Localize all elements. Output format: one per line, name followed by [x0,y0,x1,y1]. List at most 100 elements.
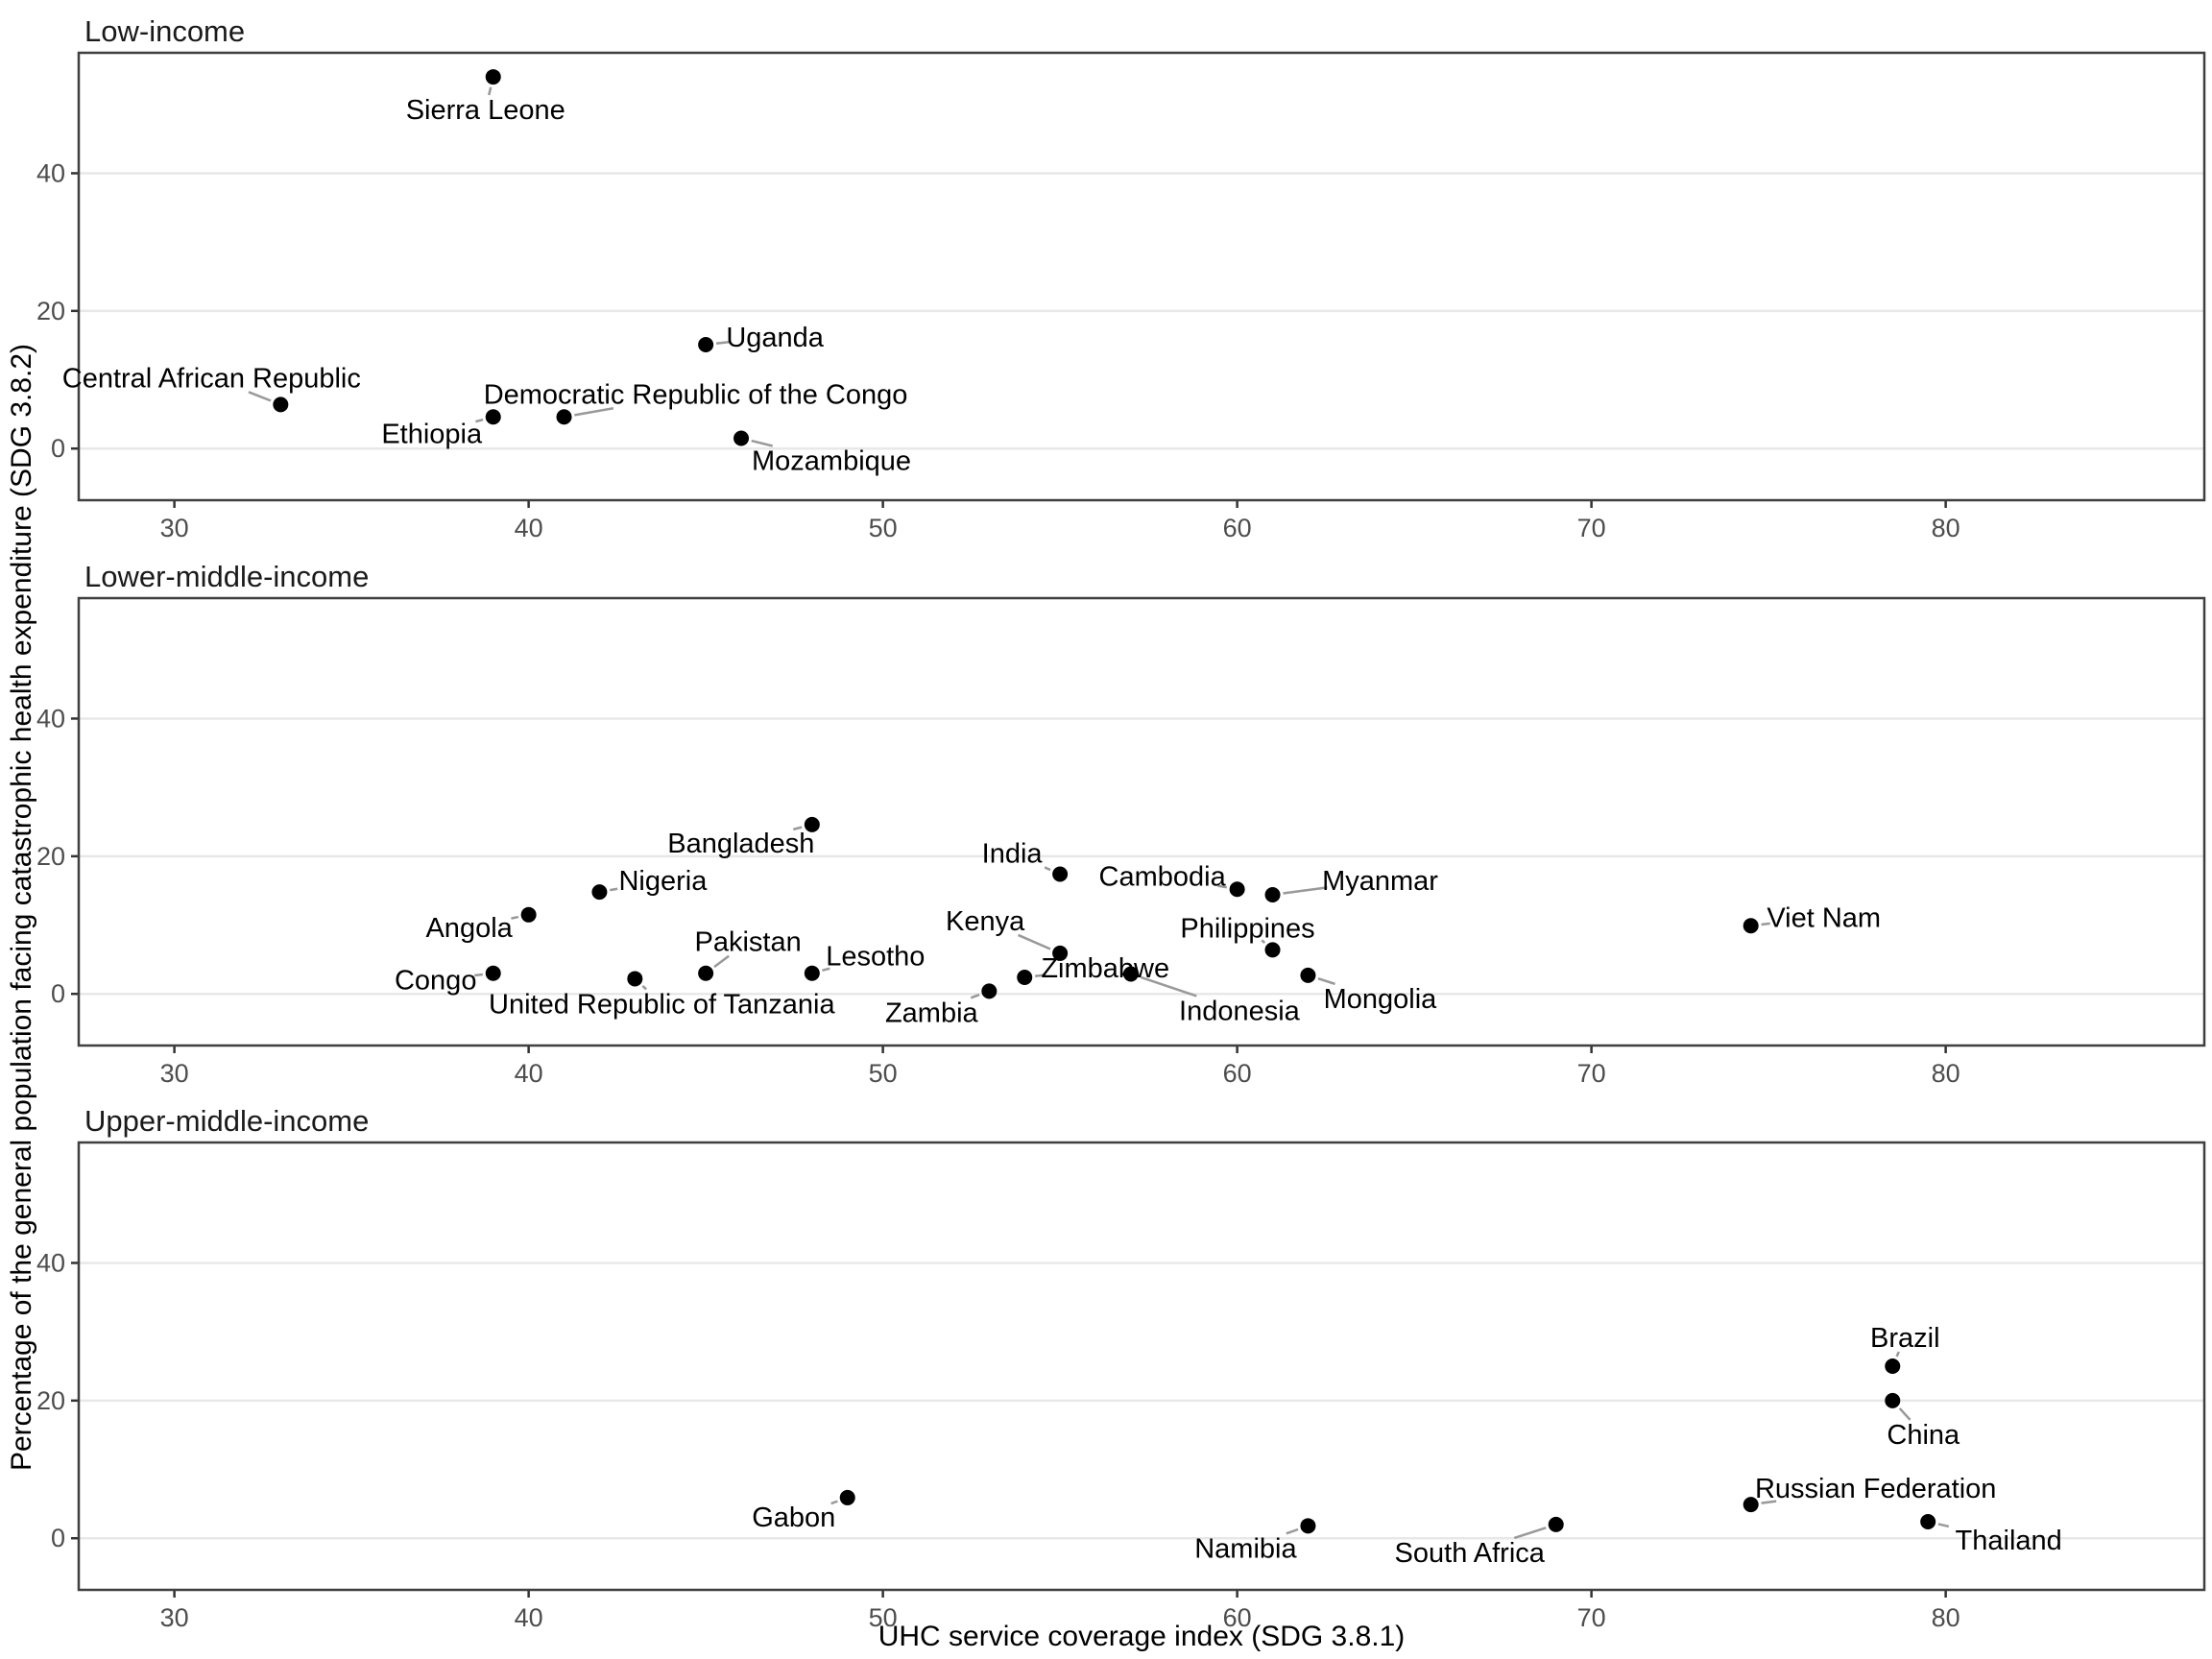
facet-panels: 0 20 40 30 40 50 60 70 80 Sierra Leone Uganda Centr… [36,51,2206,1632]
label-leader-line [610,887,618,892]
label-leader-line [475,418,484,423]
x-tick-label: 30 [160,514,189,542]
data-point-china [1885,1392,1901,1408]
label-leader-line [474,973,483,977]
data-point-kenya [1052,945,1069,961]
data-point-thailand [1920,1514,1936,1530]
data-point-lesotho [804,965,820,981]
x-tick-label: 50 [869,514,898,542]
label-leader-line [751,439,774,447]
x-tick-label: 70 [1577,514,1606,542]
data-point-zambia [981,983,998,999]
label-leader-line [1035,974,1046,977]
x-tick-label: 30 [160,1603,189,1632]
label-leader-line [715,341,730,346]
x-tick-label: 70 [1577,1059,1606,1088]
x-tick-label: 40 [515,1603,543,1632]
y-tick-label: 0 [51,979,65,1008]
data-point-zimbabwe [1017,970,1033,986]
country-label: United Republic of Tanzania [489,989,835,1020]
country-label: Lesotho [826,942,925,973]
data-point-pakistan [698,965,714,981]
data-point-gabon [839,1489,855,1505]
y-tick-label: 40 [36,1248,65,1277]
x-axis-title: UHC service coverage index (SDG 3.8.1) [878,1621,1406,1652]
data-point-nigeria [591,884,608,901]
label-leader-line [1283,886,1328,895]
facet-panel: 0 20 40 30 40 50 60 70 80 Sierra Leone Uganda Centr… [36,51,2206,542]
y-tick-label: 20 [36,1386,65,1415]
country-label: Gabon [752,1503,835,1533]
data-point-india [1052,866,1069,882]
x-tick-label: 50 [869,1603,898,1632]
y-tick-label: 0 [51,1524,65,1552]
label-leader-line [830,1500,838,1505]
data-point-angola [520,906,537,923]
country-label: Democratic Republic of the Congo [484,379,908,410]
data-point-mozambique [733,430,750,446]
label-leader-line [574,407,614,417]
country-label: Central African Republic [62,363,361,394]
country-label: Angola [425,913,513,944]
data-point-central-african-republic [273,397,289,413]
y-tick-label: 20 [36,297,65,325]
label-leader-line [1895,1351,1900,1358]
country-label: Ethiopia [381,419,483,449]
data-point-united-republic-of-tanzania [627,971,643,987]
label-leader-line [1898,1407,1911,1421]
label-leader-line [1937,1523,1950,1528]
data-point-uganda [698,336,714,352]
label-leader-line [713,954,730,969]
x-tick-label: 80 [1932,514,1960,542]
x-tick-label: 50 [869,1059,898,1088]
panel-border [77,596,2206,1047]
country-label: Philippines [1180,913,1314,944]
country-label: Brazil [1870,1323,1940,1354]
label-leader-line [1761,922,1770,926]
label-leader-line [792,826,803,831]
country-label: Cambodia [1099,861,1227,892]
country-label: Viet Nam [1767,902,1881,933]
country-label: Mongolia [1324,984,1438,1015]
x-tick-label: 40 [515,1059,543,1088]
country-label: Congo [395,966,476,997]
data-point-mongolia [1300,967,1316,983]
x-tick-label: 80 [1932,1059,1960,1088]
data-point-indonesia [1122,966,1139,982]
facet-panel: 0 20 40 30 40 50 60 70 80 Bangladesh Nigeria Angola… [36,596,2206,1088]
x-tick-label: 30 [160,1059,189,1088]
facet-title-upper-middle-income: Upper-middle-income [84,1104,369,1138]
label-leader-line [970,993,980,999]
label-leader-line [1044,866,1051,872]
country-label: India [982,838,1044,869]
country-label: Russian Federation [1755,1474,1996,1504]
x-tick-label: 70 [1577,1603,1606,1632]
label-leader-line [1261,939,1266,944]
country-label: Nigeria [618,866,708,897]
country-label: Uganda [726,323,824,353]
x-tick-label: 60 [1223,1059,1252,1088]
y-tick-label: 40 [36,158,65,187]
label-leader-line [822,967,830,973]
y-tick-label: 20 [36,842,65,871]
x-tick-label: 60 [1223,514,1252,542]
x-tick-label: 60 [1223,1603,1252,1632]
country-label: Indonesia [1179,996,1301,1026]
panel-border [77,51,2206,502]
data-point-bangladesh [804,816,820,832]
label-leader-line [1513,1527,1547,1540]
country-label: South Africa [1395,1538,1546,1569]
country-label: Pakistan [695,927,802,958]
country-label: Namibia [1194,1533,1297,1564]
label-leader-line [1217,884,1228,889]
data-point-sierra-leone [485,69,501,85]
x-tick-label: 40 [515,514,543,542]
facet-title-lower-middle-income: Lower-middle-income [84,560,369,593]
data-point-democratic-republic-of-the-congo [556,409,572,425]
label-leader-line [1286,1527,1299,1535]
panel-border [77,1141,2206,1592]
country-label: Bangladesh [667,829,814,859]
data-point-russian-federation [1743,1497,1759,1513]
facet-panel: 0 20 40 30 40 50 60 70 80 Gabon Namibia South Afric… [36,1141,2206,1632]
